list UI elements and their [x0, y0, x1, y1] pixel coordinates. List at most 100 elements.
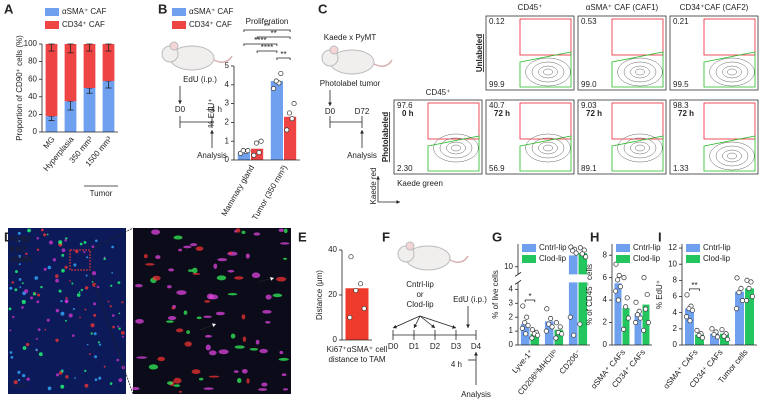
data-point: [615, 297, 621, 303]
interval-label: 4 h: [451, 360, 462, 369]
cell-blob: [15, 270, 18, 274]
contour: [630, 65, 650, 79]
cell-blob: [278, 357, 289, 361]
mouse-icon: [397, 241, 469, 271]
cell-blob: [65, 237, 68, 240]
data-point: [583, 254, 589, 260]
contour: [450, 144, 462, 152]
flow-plot: [577, 99, 667, 175]
cell-blob: [35, 348, 38, 352]
cell-blob: [80, 288, 84, 292]
cell-blob: [208, 375, 220, 378]
legend-label: Cntrl-lip: [539, 243, 567, 252]
gate-value: 99.5: [673, 80, 689, 89]
row-label: Photolabeled: [381, 112, 390, 162]
stain-label: F4/80: [10, 235, 31, 244]
data-point: [733, 306, 740, 312]
data-point: [694, 327, 700, 334]
cell-blob: [18, 278, 22, 281]
data-point: [633, 299, 639, 305]
cell-blob: [84, 369, 87, 372]
data-point: [522, 320, 528, 326]
data-point: [544, 306, 550, 312]
cell-blob: [24, 255, 27, 258]
gate-value: 98.3: [673, 101, 689, 110]
data-point: [613, 288, 619, 294]
cell-blob: [241, 230, 246, 235]
y-tick-label: 40: [28, 92, 37, 101]
cell-blob: [18, 240, 21, 243]
y-tick-label: 5: [225, 61, 230, 70]
stain-label: Ki67: [10, 245, 27, 254]
gate-value: 56.9: [489, 164, 505, 173]
data-point: [683, 314, 690, 320]
cell-blob: [227, 293, 238, 296]
step-label: D72: [355, 107, 370, 116]
cell-blob: [241, 314, 246, 320]
cell-blob: [191, 369, 201, 375]
cell-blob: [186, 330, 191, 335]
contour: [634, 144, 646, 152]
mouse-icon: [161, 41, 233, 71]
data-point: [251, 152, 257, 158]
significance-label: *: [528, 292, 531, 301]
cell-blob: [134, 284, 143, 288]
arrow-head: [360, 130, 364, 134]
cell-blob: [204, 334, 212, 338]
step-label: Analysis: [197, 151, 227, 160]
legend-swatch: [45, 8, 59, 16]
cell-blob: [68, 313, 73, 318]
cell-blob: [178, 248, 183, 252]
gate-red: [427, 102, 480, 140]
cell-blob: [43, 267, 47, 271]
data-point: [571, 332, 577, 338]
gate-value: 2.30: [397, 164, 413, 173]
cell-blob: [93, 302, 97, 306]
flow-plot: [669, 99, 759, 175]
data-point: [353, 287, 359, 294]
mouse-tail: [449, 255, 469, 263]
bar-segment: [102, 80, 115, 132]
cell-blob: [74, 377, 76, 379]
cell-blob: [234, 345, 245, 349]
data-point: [689, 307, 696, 313]
cell-blob: [157, 356, 165, 362]
bar-segment: [83, 88, 96, 132]
cell-blob: [135, 318, 144, 324]
cell-blob: [203, 387, 214, 390]
cell-blob: [64, 239, 67, 242]
cell-blob: [192, 272, 201, 275]
y-tick-label: 4: [225, 80, 230, 89]
day-label: D4: [471, 342, 482, 351]
legend-swatch: [686, 255, 700, 263]
cell-blob: [253, 232, 261, 236]
cell-blob: [14, 288, 18, 292]
y-axis-label: % EdU⁺: [207, 98, 216, 127]
cell-blob: [84, 383, 89, 388]
cell-blob: [107, 300, 110, 303]
y-tick-label: 20: [28, 110, 37, 119]
data-point: [621, 275, 627, 281]
cell-blob: [192, 267, 198, 274]
data-point: [615, 277, 621, 283]
x-axis-label: distance to TAM: [328, 355, 385, 364]
contour: [709, 57, 755, 87]
y-tick-label: 3: [509, 298, 514, 307]
cell-blob: [251, 272, 261, 279]
gate-green: [611, 51, 664, 88]
gate-value: 0.53: [581, 17, 597, 26]
gate-red: [703, 18, 756, 56]
data-point: [577, 321, 583, 327]
cell-blob: [44, 328, 47, 331]
cell-blob: [9, 286, 13, 290]
cell-blob: [97, 341, 100, 344]
cell-blob: [265, 320, 271, 324]
bar-segment: [45, 116, 58, 132]
y-tick-label: 4: [509, 284, 514, 293]
cell-blob: [255, 339, 260, 345]
day-label: D0: [388, 342, 399, 351]
cell-blob: [18, 254, 22, 258]
bar: [735, 291, 744, 345]
cell-blob: [73, 263, 77, 267]
cell-blob: [167, 285, 172, 289]
